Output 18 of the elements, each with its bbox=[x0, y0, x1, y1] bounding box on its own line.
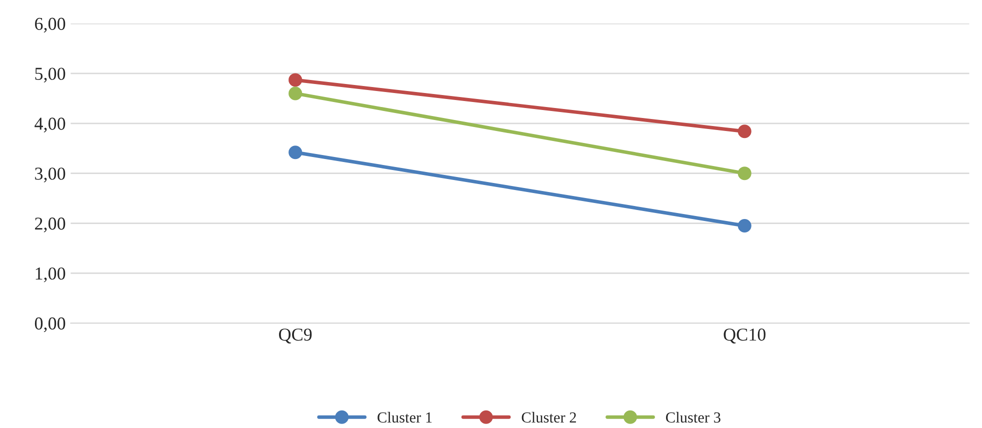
y-tick-label: 2,00 bbox=[35, 218, 66, 232]
y-tick-label: 6,00 bbox=[35, 18, 66, 33]
legend-label: Cluster 1 bbox=[378, 412, 432, 423]
y-tick-label: 4,00 bbox=[34, 118, 66, 132]
y-tick-label: 3,00 bbox=[35, 168, 66, 182]
legend-label: Cluster 3 bbox=[666, 412, 720, 423]
point bbox=[738, 124, 752, 138]
y-tick-label: 5,00 bbox=[35, 68, 66, 83]
point bbox=[288, 146, 302, 160]
point bbox=[288, 73, 302, 87]
point bbox=[738, 166, 752, 180]
y-tick-label: 0,00 bbox=[34, 317, 66, 332]
y-tick-label: 1,00 bbox=[36, 267, 66, 282]
x-tick-label: QC9 bbox=[279, 328, 312, 344]
x-tick-label: QC10 bbox=[724, 328, 766, 344]
legend-label: Cluster 2 bbox=[522, 412, 576, 423]
point bbox=[738, 219, 752, 233]
point bbox=[288, 86, 302, 100]
